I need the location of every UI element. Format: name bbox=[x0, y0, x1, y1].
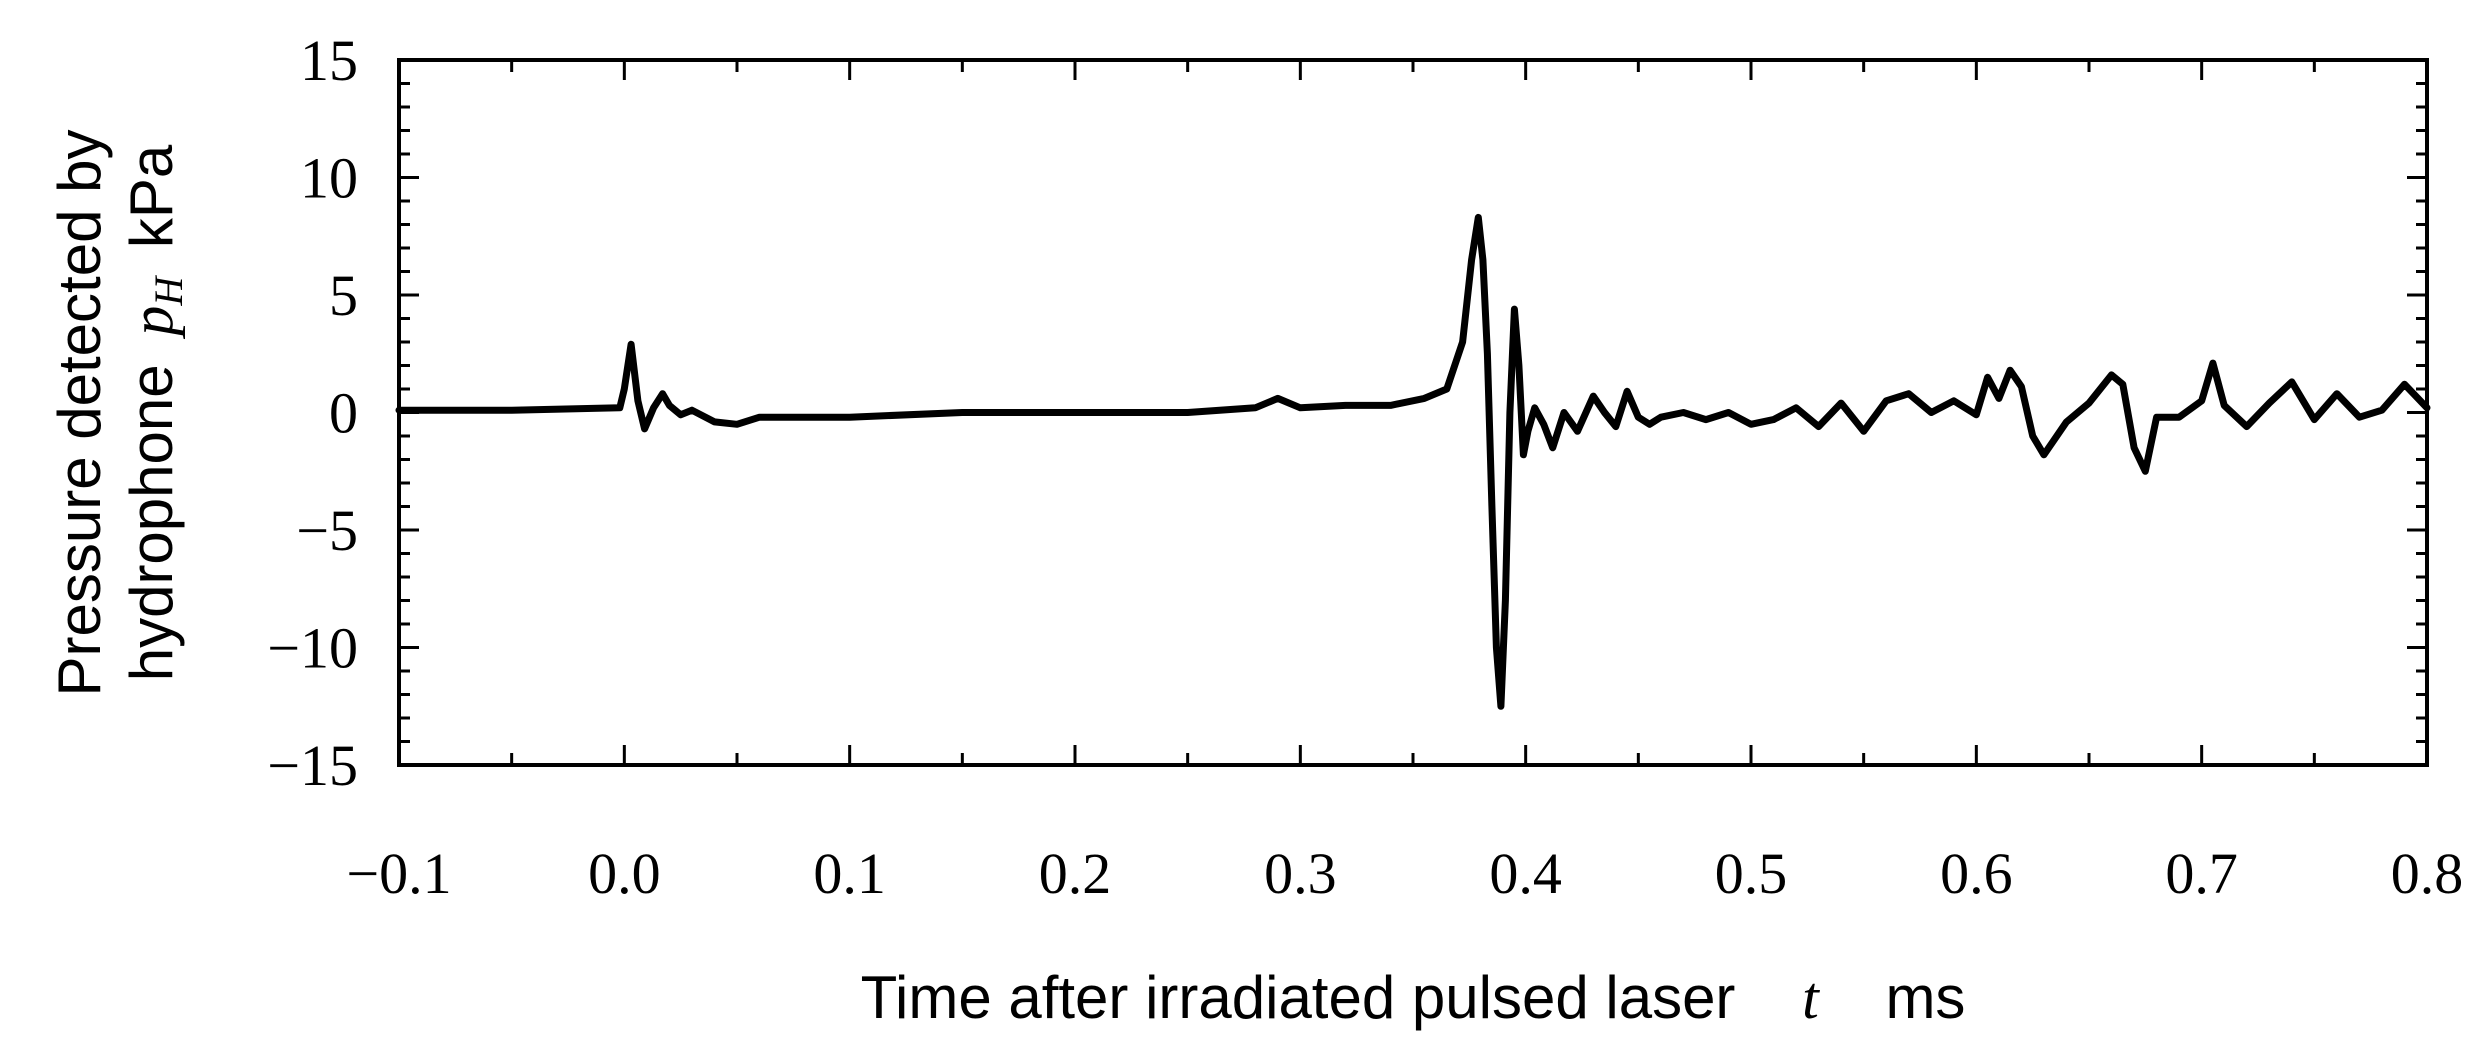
x-tick-label: 0.8 bbox=[2391, 841, 2464, 906]
y-axis-title-prefix: hydrophone bbox=[118, 364, 185, 681]
y-tick-label: 0 bbox=[329, 381, 358, 446]
y-tick-label: −10 bbox=[267, 616, 358, 681]
y-axis-title-unit: kPa bbox=[118, 144, 185, 248]
x-tick-label: 0.2 bbox=[1039, 841, 1112, 906]
y-tick-labels: 15 10 5 0 −5 −10 −15 bbox=[267, 28, 358, 798]
y-axis-title-line2: hydrophone pH kPa bbox=[118, 144, 195, 681]
x-axis-title-symbol: t bbox=[1802, 965, 1820, 1031]
x-axis-title: Time after irradiated pulsed laser t ms bbox=[861, 964, 1966, 1031]
y-tick-label: 15 bbox=[300, 28, 358, 93]
x-tick-label: 0.7 bbox=[2165, 841, 2238, 906]
pressure-signal-line bbox=[395, 213, 2431, 710]
y-axis-title-subscript: H bbox=[146, 275, 191, 307]
x-tick-label: 0.6 bbox=[1940, 841, 2013, 906]
x-tick-label: 0.5 bbox=[1715, 841, 1788, 906]
y-tick-label: 5 bbox=[329, 263, 358, 328]
y-axis-title-line1: Pressure detected by bbox=[46, 130, 113, 697]
x-tick-label: −0.1 bbox=[346, 841, 451, 906]
y-tick-label: −15 bbox=[267, 733, 358, 798]
x-axis-title-text: Time after irradiated pulsed laser bbox=[861, 964, 1736, 1031]
x-axis-title-unit: ms bbox=[1885, 964, 1965, 1031]
x-tick-label: 0.3 bbox=[1264, 841, 1337, 906]
x-tick-label: 0.4 bbox=[1489, 841, 1562, 906]
x-tick-labels: −0.1 0.0 0.1 0.2 0.3 0.4 0.5 0.6 0.7 0.8 bbox=[346, 841, 2463, 906]
y-tick-label: 10 bbox=[300, 146, 358, 211]
x-tick-label: 0.0 bbox=[588, 841, 661, 906]
x-ticks bbox=[397, 60, 2429, 765]
y-tick-label: −5 bbox=[296, 498, 358, 563]
y-axis-title-symbol: p bbox=[119, 306, 185, 340]
x-tick-label: 0.1 bbox=[813, 841, 886, 906]
